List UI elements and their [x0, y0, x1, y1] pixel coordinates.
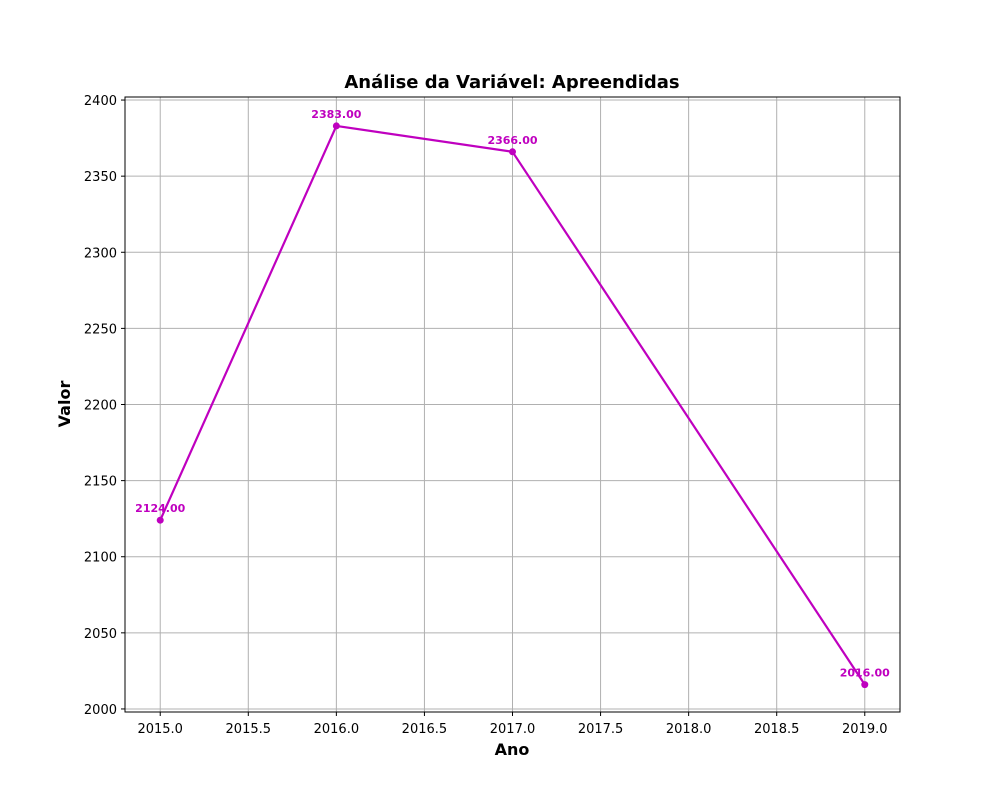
grid-lines [125, 97, 900, 712]
x-tick-label: 2018.5 [754, 722, 800, 737]
series-line [159, 124, 866, 686]
y-axis-label: Valor [55, 381, 74, 428]
data-label: 2016.00 [840, 667, 890, 680]
x-axis: 2015.0 2015.5 2016.0 2016.5 2017.0 2017.5 2018… [137, 712, 888, 737]
data-label: 2124.00 [135, 502, 185, 515]
y-tick-label: 2000 [84, 703, 117, 718]
x-tick-label: 2018.0 [666, 722, 712, 737]
series-group: 2124.00 2383.00 2366.00 2016.00 [135, 108, 890, 689]
data-point [332, 122, 340, 130]
x-tick-label: 2017.5 [578, 722, 624, 737]
data-label: 2366.00 [487, 134, 537, 147]
chart-title: Análise da Variável: Apreendidas [344, 72, 679, 93]
y-tick-label: 2350 [84, 170, 117, 185]
y-tick-label: 2150 [84, 475, 117, 490]
data-point [156, 516, 164, 524]
x-tick-label: 2016.5 [402, 722, 448, 737]
x-axis-label: Ano [495, 740, 530, 759]
y-tick-label: 2100 [84, 551, 117, 566]
y-axis: 2000 2050 2100 2150 2200 2250 2300 2350 2400 [84, 94, 125, 718]
y-tick-label: 2250 [84, 322, 117, 337]
y-tick-label: 2050 [84, 627, 117, 642]
data-point [861, 681, 869, 689]
x-tick-label: 2019.0 [842, 722, 888, 737]
y-tick-label: 2300 [84, 246, 117, 261]
x-tick-label: 2016.0 [314, 722, 360, 737]
x-tick-label: 2017.0 [490, 722, 536, 737]
y-tick-label: 2200 [84, 399, 117, 414]
y-tick-label: 2400 [84, 94, 117, 109]
data-label: 2383.00 [311, 108, 361, 121]
x-tick-label: 2015.5 [226, 722, 272, 737]
x-tick-label: 2015.0 [137, 722, 183, 737]
data-point [509, 148, 516, 156]
